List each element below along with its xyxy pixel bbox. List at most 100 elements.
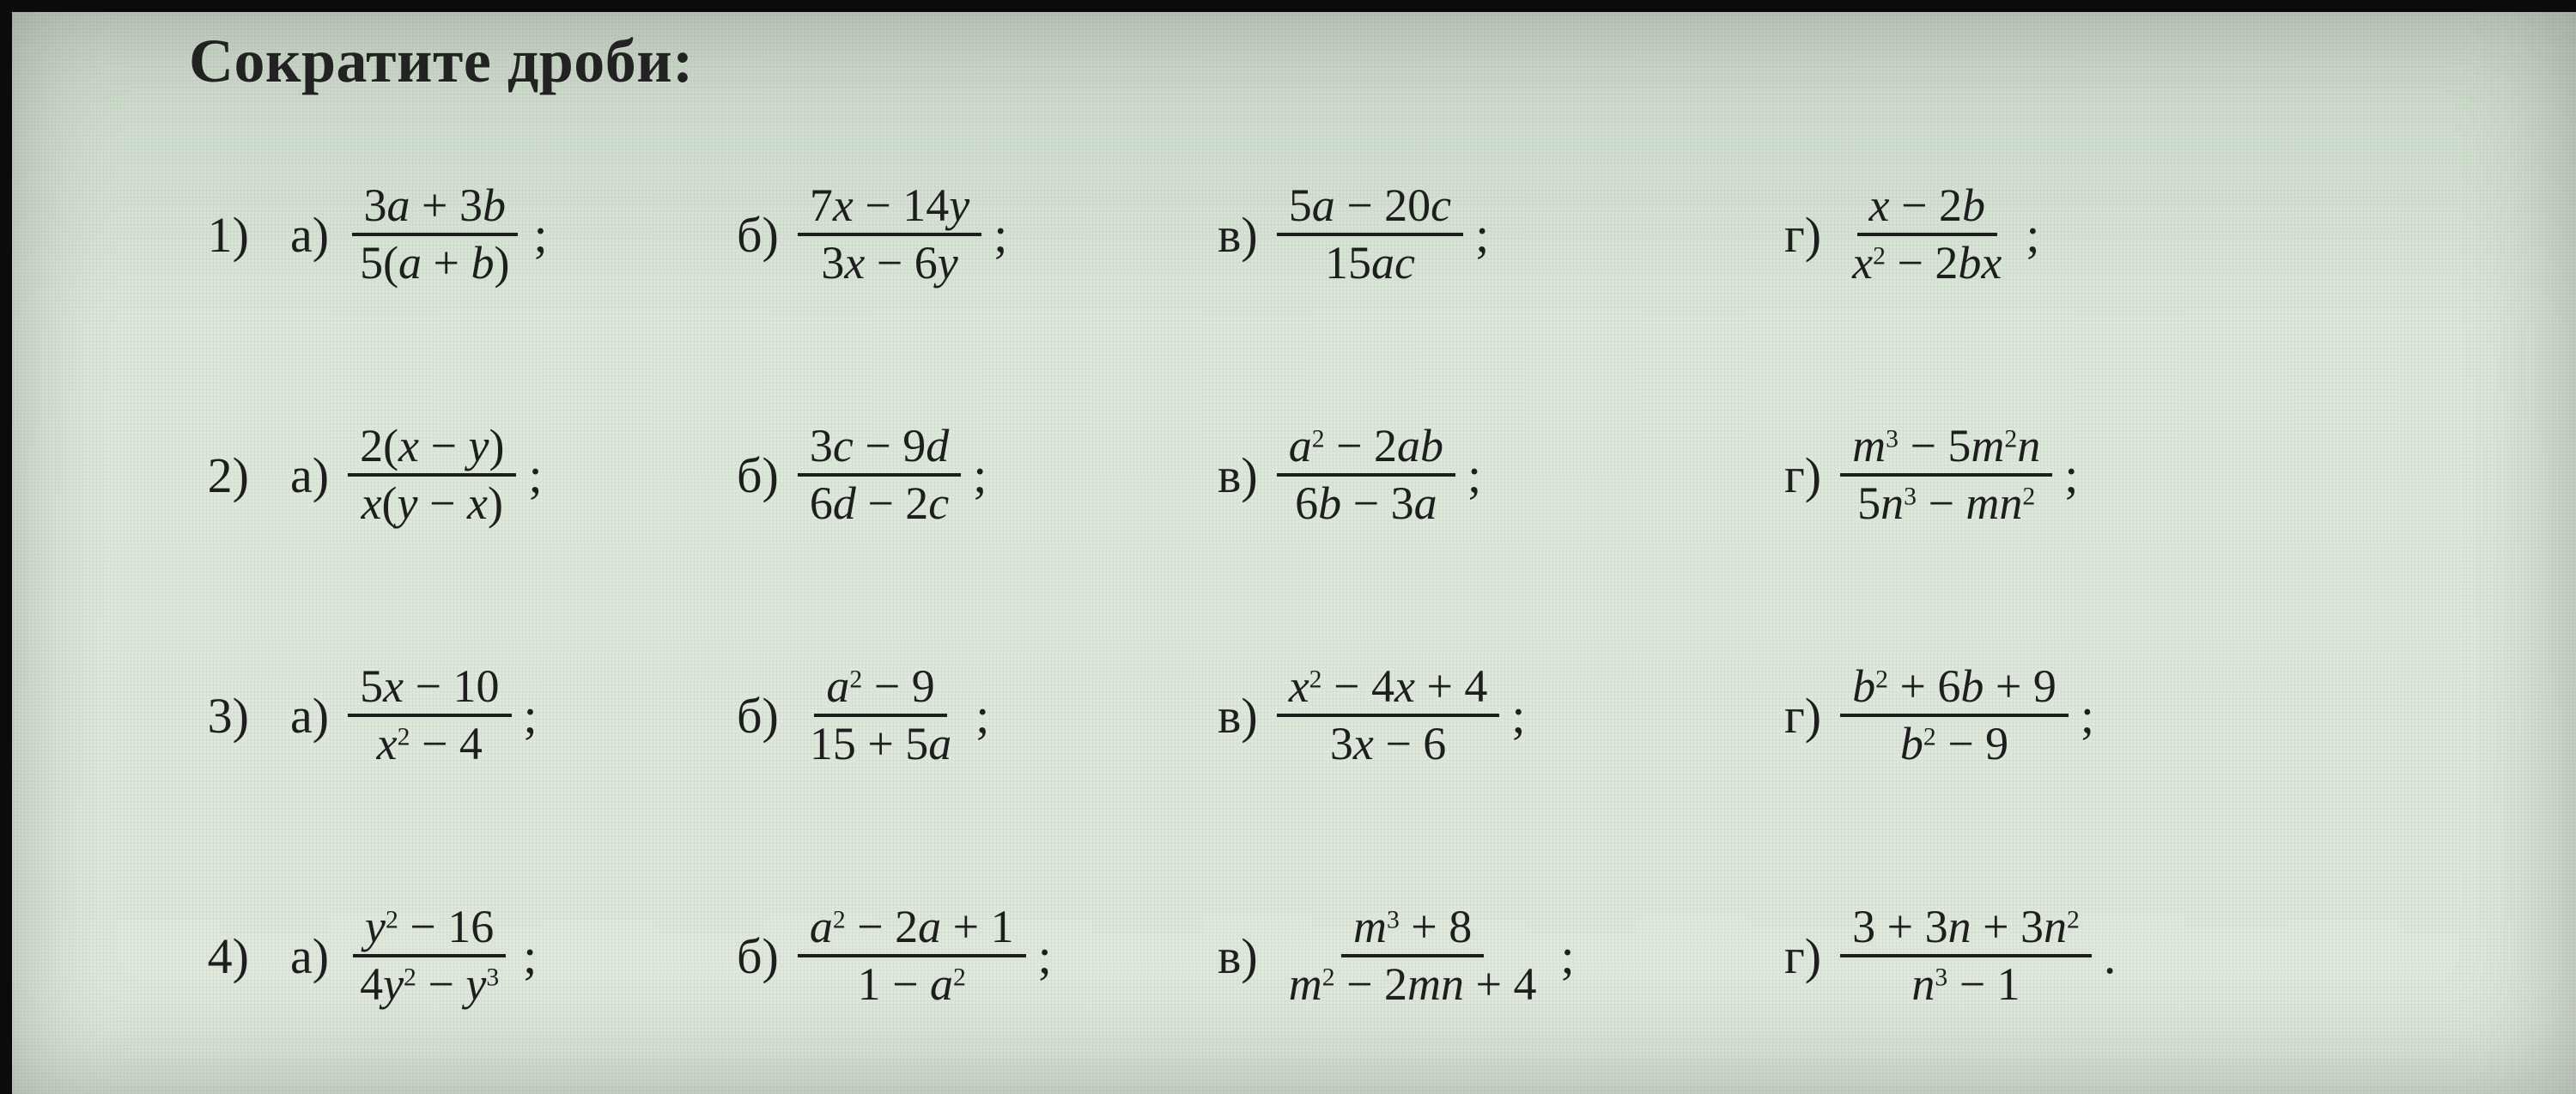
denominator: x2 − 2bx	[1840, 236, 2014, 290]
row-number: 3)	[172, 687, 256, 745]
worksheet: Сократите дроби: 1) а) 3a + 3b 5(a + b) …	[172, 26, 2524, 1068]
numerator: 3 + 3n + 3n2	[1840, 900, 2092, 957]
row-number: 1)	[172, 206, 256, 264]
numerator: 3a + 3b	[352, 179, 518, 236]
terminator: ;	[2026, 206, 2039, 264]
terminator: ;	[993, 206, 1007, 264]
problem-row: 4) а) y2 − 16 4y2 − y3 ; б) a2 − 2a + 1 …	[172, 870, 2524, 1042]
fraction: 3 + 3n + 3n2 n3 − 1	[1840, 900, 2092, 1012]
fraction: a2 − 9 15 + 5a	[798, 659, 963, 772]
part-label: а)	[290, 687, 329, 745]
problem-4v: в) m3 + 8 m2 − 2mn + 4 ;	[1218, 900, 1750, 1012]
terminator: ;	[534, 206, 548, 264]
problem-4a: а) y2 − 16 4y2 − y3 ;	[290, 900, 702, 1012]
terminator: ;	[975, 687, 989, 745]
fraction: b2 + 6b + 9 b2 − 9	[1840, 659, 2069, 772]
fraction: 5x − 10 x2 − 4	[348, 659, 511, 772]
terminator: ;	[523, 927, 537, 985]
denominator: 3x − 6y	[809, 236, 969, 290]
problem-4g: г) 3 + 3n + 3n2 n3 − 1 .	[1784, 900, 2334, 1012]
problem-4b: б) a2 − 2a + 1 1 − a2 ;	[737, 900, 1183, 1012]
denominator: 1 − a2	[846, 957, 978, 1012]
numerator: b2 + 6b + 9	[1840, 659, 2069, 717]
problem-2g: г) m3 − 5m2n 5n3 − mn2 ;	[1784, 419, 2334, 532]
terminator: ;	[524, 687, 538, 745]
fraction: 2(x − y) x(y − x)	[348, 419, 516, 532]
problem-1v: в) 5a − 20c 15ac ;	[1218, 179, 1750, 291]
row-number: 2)	[172, 447, 256, 504]
problem-2b: б) 3c − 9d 6d − 2c ;	[737, 419, 1183, 532]
terminator: ;	[1560, 927, 1574, 985]
part-label: г)	[1784, 927, 1821, 985]
problem-2a: а) 2(x − y) x(y − x) ;	[290, 419, 702, 532]
problem-3a: а) 5x − 10 x2 − 4 ;	[290, 659, 702, 772]
fraction: a2 − 2ab 6b − 3a	[1277, 419, 1455, 532]
row-number: 4)	[172, 927, 256, 985]
problem-3v: в) x2 − 4x + 4 3x − 6 ;	[1218, 659, 1750, 772]
terminator: ;	[1038, 927, 1052, 985]
denominator: 15 + 5a	[798, 717, 963, 771]
fraction: 3c − 9d 6d − 2c	[798, 419, 961, 532]
terminator: ;	[973, 447, 987, 504]
problem-3g: г) b2 + 6b + 9 b2 − 9 ;	[1784, 659, 2334, 772]
fraction: x2 − 4x + 4 3x − 6	[1277, 659, 1500, 772]
terminator: ;	[1475, 206, 1489, 264]
part-label: в)	[1218, 687, 1258, 745]
part-label: б)	[737, 206, 779, 264]
part-label: в)	[1218, 206, 1258, 264]
numerator: 5a − 20c	[1277, 179, 1463, 236]
problem-row: 2) а) 2(x − y) x(y − x) ; б) 3c − 9d 6d …	[172, 389, 2524, 561]
problem-1g: г) x − 2b x2 − 2bx ;	[1784, 179, 2334, 291]
terminator: ;	[1511, 687, 1525, 745]
terminator: .	[2104, 927, 2117, 985]
denominator: 6d − 2c	[798, 477, 961, 531]
fraction: m3 − 5m2n 5n3 − mn2	[1840, 419, 2052, 532]
left-border	[0, 0, 12, 1094]
problem-row: 3) а) 5x − 10 x2 − 4 ; б) a2 − 9 15 + 5a…	[172, 629, 2524, 801]
fraction: m3 + 8 m2 − 2mn + 4	[1277, 900, 1549, 1012]
problem-row: 1) а) 3a + 3b 5(a + b) ; б) 7x − 14y 3x …	[172, 149, 2524, 320]
part-label: б)	[737, 687, 779, 745]
terminator: ;	[2064, 447, 2078, 504]
part-label: а)	[290, 206, 329, 264]
part-label: а)	[290, 927, 329, 985]
part-label: в)	[1218, 447, 1258, 504]
denominator: 5(a + b)	[348, 236, 521, 290]
part-label: г)	[1784, 206, 1821, 264]
denominator: x(y − x)	[349, 477, 515, 531]
part-label: в)	[1218, 927, 1258, 985]
denominator: m2 − 2mn + 4	[1277, 957, 1549, 1012]
terminator: ;	[528, 447, 542, 504]
numerator: 5x − 10	[348, 659, 511, 717]
denominator: n3 − 1	[1899, 957, 2032, 1012]
numerator: m3 + 8	[1341, 900, 1484, 957]
numerator: 7x − 14y	[798, 179, 981, 236]
denominator: 6b − 3a	[1283, 477, 1449, 531]
denominator: b2 − 9	[1888, 717, 2020, 771]
fraction: a2 − 2a + 1 1 − a2	[798, 900, 1026, 1012]
fraction: 3a + 3b 5(a + b)	[348, 179, 521, 291]
numerator: x − 2b	[1857, 179, 1997, 236]
fraction: y2 − 16 4y2 − y3	[348, 900, 511, 1012]
numerator: a2 − 9	[814, 659, 946, 717]
denominator: 4y2 − y3	[348, 957, 511, 1012]
denominator: 5n3 − mn2	[1845, 477, 2047, 531]
numerator: x2 − 4x + 4	[1277, 659, 1500, 717]
numerator: 3c − 9d	[798, 419, 961, 477]
numerator: 2(x − y)	[348, 419, 516, 477]
problem-2v: в) a2 − 2ab 6b − 3a ;	[1218, 419, 1750, 532]
part-label: а)	[290, 447, 329, 504]
part-label: б)	[737, 447, 779, 504]
part-label: г)	[1784, 447, 1821, 504]
fraction: x − 2b x2 − 2bx	[1840, 179, 2014, 291]
part-label: г)	[1784, 687, 1821, 745]
terminator: ;	[1467, 447, 1481, 504]
problem-1b: б) 7x − 14y 3x − 6y ;	[737, 179, 1183, 291]
terminator: ;	[2081, 687, 2094, 745]
problem-1a: а) 3a + 3b 5(a + b) ;	[290, 179, 702, 291]
denominator: 3x − 6	[1318, 717, 1458, 771]
fraction: 7x − 14y 3x − 6y	[798, 179, 981, 291]
denominator: x2 − 4	[365, 717, 495, 771]
numerator: a2 − 2a + 1	[798, 900, 1026, 957]
part-label: б)	[737, 927, 779, 985]
